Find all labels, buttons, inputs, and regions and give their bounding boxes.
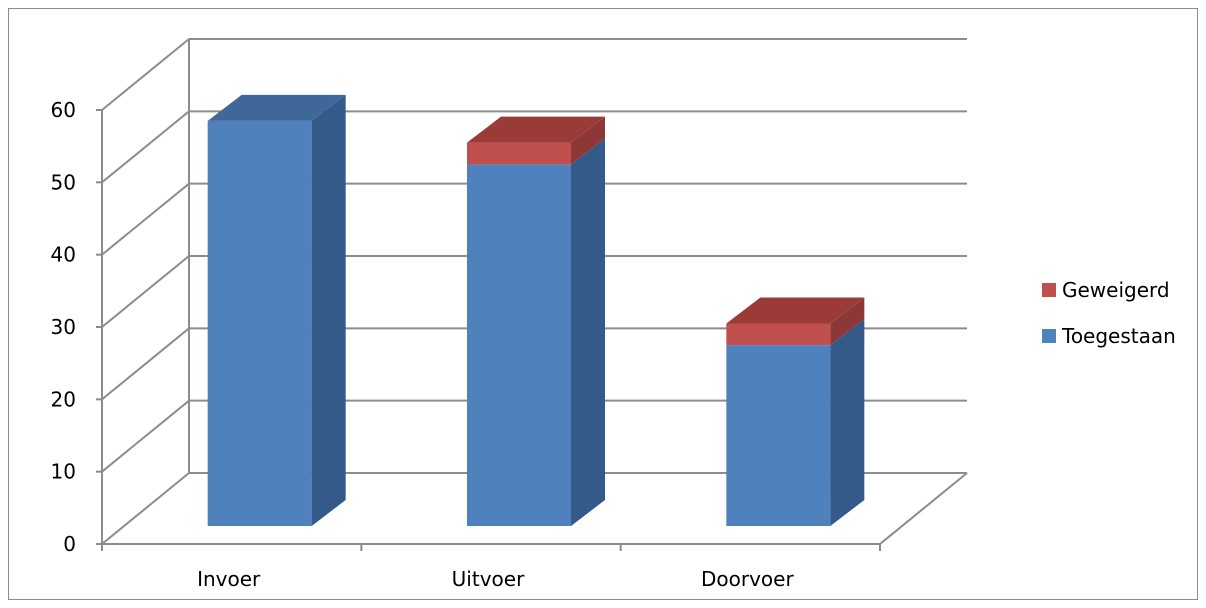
gridline-side	[101, 327, 190, 401]
bar-front	[467, 142, 571, 165]
y-axis-tick-labels: 0 10 20 30 40 50 60	[51, 98, 76, 556]
x-tick-label-uitvoer: Uitvoer	[452, 567, 525, 591]
y-tick-label: 60	[51, 98, 76, 122]
y-tick-label: 20	[51, 387, 76, 411]
bar-uitvoer-toegestaan	[467, 138, 605, 527]
gridline-side	[101, 182, 190, 256]
bars	[207, 94, 865, 527]
bar-front	[726, 345, 831, 526]
y-tick-label: 40	[51, 243, 76, 267]
x-tick-label-invoer: Invoer	[197, 567, 261, 591]
bar-doorvoer-geweigerd	[726, 297, 865, 346]
bar-front	[207, 120, 312, 526]
legend-swatch-geweigerd	[1042, 283, 1056, 297]
bar-side	[571, 138, 605, 527]
gridline-side	[101, 255, 190, 328]
bar-side	[571, 116, 605, 165]
gridline-side	[101, 110, 190, 184]
x-tick-label-doorvoer: Doorvoer	[701, 567, 794, 591]
bar-invoer-toegestaan	[207, 94, 346, 526]
y-tick-label: 10	[51, 460, 76, 484]
y-tick-label: 0	[63, 532, 76, 556]
bar-front	[467, 164, 571, 527]
legend: Geweigerd Toegestaan	[1042, 278, 1176, 348]
y-tick-label: 50	[51, 170, 76, 194]
bar-top	[207, 94, 346, 121]
bar-front	[726, 323, 831, 346]
bar-side	[830, 297, 865, 346]
bar-uitvoer-geweigerd	[467, 116, 605, 165]
bar-side	[830, 319, 865, 526]
gridline-side	[101, 399, 190, 473]
bar-side	[311, 94, 346, 526]
legend-label-toegestaan: Toegestaan	[1061, 324, 1176, 348]
gridline-side	[101, 472, 190, 545]
gridline-side	[101, 38, 190, 111]
legend-swatch-toegestaan	[1042, 329, 1056, 343]
bar-doorvoer-toegestaan	[726, 319, 865, 526]
bar-top	[726, 297, 865, 324]
x-axis-tick-labels: Invoer Uitvoer Doorvoer	[197, 567, 794, 591]
legend-label-geweigerd: Geweigerd	[1062, 278, 1170, 302]
bar-top	[467, 116, 605, 143]
axes	[96, 109, 881, 551]
y-tick-label: 30	[51, 315, 76, 339]
